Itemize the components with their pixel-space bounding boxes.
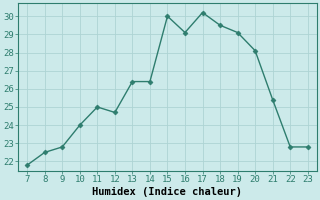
- X-axis label: Humidex (Indice chaleur): Humidex (Indice chaleur): [92, 186, 243, 197]
